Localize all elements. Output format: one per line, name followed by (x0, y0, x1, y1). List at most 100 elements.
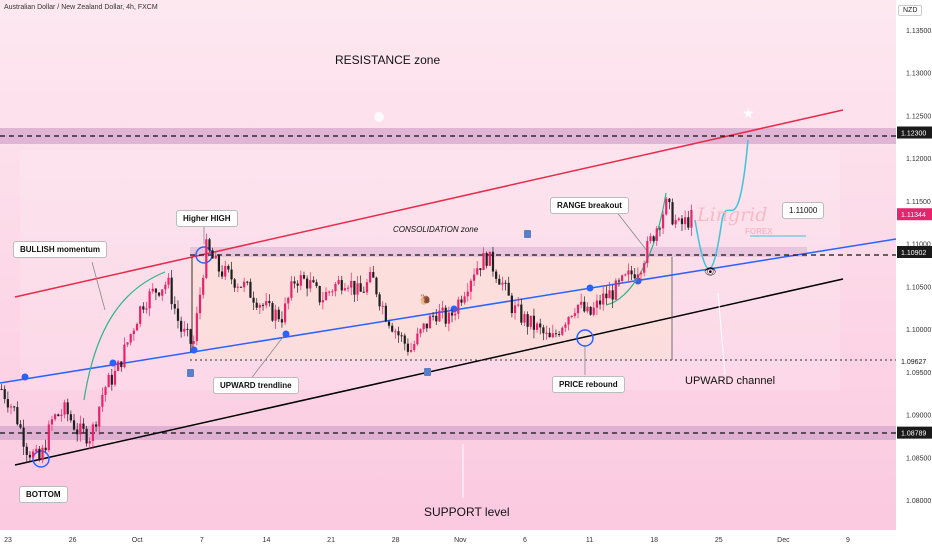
candle-body (510, 295, 513, 314)
candle-body (161, 289, 164, 296)
candle-body (391, 325, 394, 332)
candle-body (299, 275, 302, 286)
candle-body (466, 291, 469, 297)
candle-body (576, 304, 580, 314)
price-tag-2: 1.10902 (901, 250, 926, 257)
candle-body (132, 330, 135, 335)
lingrid-logo: Lingrid (697, 204, 768, 226)
candle-body (356, 283, 359, 295)
candle-body (684, 217, 687, 225)
x-tick-label-2: Oct (132, 537, 143, 544)
candle-body (243, 281, 246, 288)
x-tick-label-11: 25 (715, 537, 723, 544)
candle-body (3, 389, 6, 400)
price-tag-0: 1.12300 (901, 131, 926, 138)
x-tick-label-5: 21 (327, 537, 335, 544)
candle-body (60, 414, 63, 417)
candle-body (362, 291, 365, 293)
y-tick-label-9: 1.09000 (906, 413, 931, 420)
candle-body (416, 333, 419, 345)
candle-body (595, 300, 599, 308)
price-tag-bg-0 (897, 126, 932, 139)
candle-body (208, 239, 211, 251)
candle-body (406, 343, 410, 352)
candle-body (605, 293, 608, 299)
candle-body (66, 402, 69, 415)
candle-body (113, 370, 117, 385)
candle-body (567, 317, 570, 325)
candle-body (76, 429, 79, 435)
candle-body (54, 414, 57, 420)
candle-body (72, 420, 76, 430)
candle-body (233, 279, 236, 288)
candle-body (611, 290, 614, 300)
candle-body (205, 239, 208, 278)
candle-body (189, 329, 192, 344)
candle-body (312, 280, 315, 283)
y-tick-label-11: 1.08000 (906, 498, 931, 505)
x-tick-label-9: 11 (586, 537, 593, 544)
candle-body (438, 310, 441, 322)
candle-body (6, 399, 9, 408)
star-icon: ★ (742, 105, 755, 121)
candle-body (192, 341, 195, 344)
candle-body (271, 303, 274, 321)
candle-body (545, 332, 548, 334)
target-price-label: 1.11000 (782, 202, 825, 219)
candle-body (413, 344, 416, 351)
y-tick-label-1: 1.13000 (906, 71, 931, 78)
candle-body (580, 301, 583, 305)
dividend-marker-icon (374, 112, 384, 122)
candle-body (280, 319, 284, 323)
candle-body (350, 280, 353, 288)
y-tick-label-6: 1.10500 (906, 284, 931, 291)
candle-body (630, 270, 633, 275)
x-tick-label-8: 6 (523, 537, 527, 544)
candle-body (409, 350, 413, 352)
candle-body (287, 297, 290, 304)
candle-body (274, 309, 277, 321)
y-tick-label-10: 1.08500 (906, 455, 931, 462)
candle-body (627, 270, 630, 275)
candle-body (668, 198, 671, 203)
candle-body (513, 305, 517, 314)
candle-body (44, 447, 47, 451)
candle-body (277, 309, 280, 320)
candle-body (343, 288, 347, 291)
candle-body (173, 304, 176, 309)
candle-body (384, 305, 387, 322)
candle-body (535, 323, 539, 330)
candle-body (422, 323, 425, 330)
candle-body (554, 333, 558, 335)
candle-body (69, 414, 72, 421)
candle-body (25, 446, 28, 455)
candle-body (608, 290, 611, 299)
candle-body (318, 286, 321, 303)
candle-body (441, 307, 444, 311)
higher-high-label: Higher HIGH (176, 210, 238, 227)
candle-body (236, 286, 239, 288)
projection-arrow (694, 139, 749, 270)
candle-body (104, 387, 107, 395)
candle-body (690, 209, 693, 228)
support-level-label: SUPPORT level (424, 505, 510, 519)
candle-body (674, 220, 677, 225)
candle-body (501, 282, 504, 285)
candle-body (227, 265, 230, 270)
candle-body (98, 406, 101, 427)
candle-body (340, 280, 343, 291)
candle-body (117, 361, 120, 371)
currency-badge[interactable]: NZD (898, 5, 923, 16)
candle-body (35, 448, 38, 452)
candle-body (589, 306, 592, 315)
candle-body (85, 428, 88, 444)
candle-body (202, 277, 205, 295)
price-axis: 1.13500 1.13000 1.12500 1.12000 1.11500 1.110… (896, 0, 932, 550)
candle-body (539, 323, 542, 328)
candle-body (50, 419, 54, 425)
upward-trendline-label: UPWARD trendline (213, 377, 299, 394)
candle-body (334, 283, 337, 292)
snail-icon: 🐌 (419, 295, 432, 306)
x-tick-label-0: 23 (4, 537, 12, 544)
